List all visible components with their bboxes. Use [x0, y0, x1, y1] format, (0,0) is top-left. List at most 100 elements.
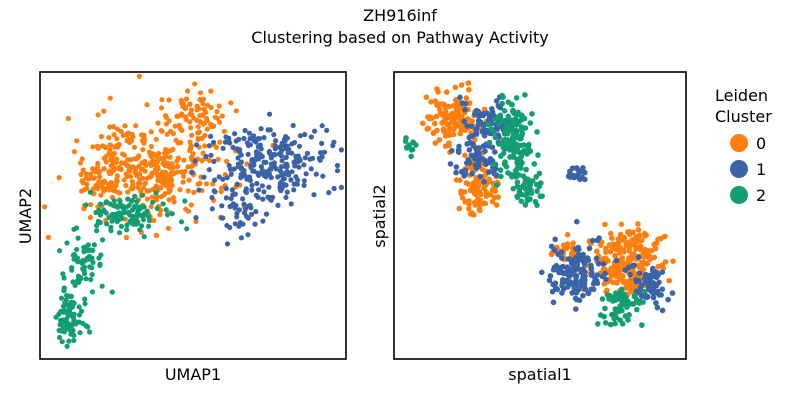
spatial-point-cluster-0: [603, 245, 609, 252]
umap-point-cluster-0: [184, 96, 190, 102]
umap-point-cluster-2: [140, 217, 146, 223]
spatial-point-cluster-2: [527, 120, 534, 126]
umap-point-cluster-0: [148, 129, 154, 135]
spatial-point-cluster-1: [453, 164, 460, 170]
spatial-point-cluster-1: [489, 144, 496, 151]
umap-point-cluster-2: [145, 223, 152, 229]
umap-point-cluster-2: [70, 313, 77, 320]
umap-point-cluster-1: [258, 164, 264, 170]
umap-point-cluster-2: [125, 196, 131, 202]
umap-point-cluster-1: [266, 184, 272, 190]
spatial-point-cluster-1: [559, 290, 565, 296]
umap-point-cluster-2: [76, 304, 82, 310]
spatial-point-cluster-1: [574, 296, 580, 303]
umap-point-cluster-0: [162, 163, 168, 169]
umap-point-cluster-1: [297, 133, 303, 139]
umap-point-cluster-2: [98, 252, 104, 258]
spatial-point-cluster-2: [601, 313, 607, 320]
spatial-point-cluster-0: [670, 258, 676, 265]
umap-point-cluster-0: [197, 113, 203, 119]
umap-point-cluster-2: [111, 198, 117, 204]
spatial-point-cluster-1: [550, 299, 557, 306]
spatial-point-cluster-0: [446, 113, 453, 119]
spatial-point-cluster-1: [466, 134, 473, 141]
spatial-point-cluster-1: [493, 172, 500, 178]
spatial-point-cluster-2: [497, 167, 504, 173]
umap-point-cluster-1: [232, 221, 238, 227]
umap-point-cluster-2: [91, 242, 97, 248]
spatial-point-cluster-1: [590, 280, 597, 287]
spatial-point-cluster-0: [466, 86, 472, 93]
spatial-point-cluster-1: [567, 168, 573, 175]
spatial-point-cluster-2: [641, 288, 648, 295]
umap-point-cluster-0: [195, 136, 201, 142]
spatial-point-cluster-2: [518, 135, 524, 142]
spatial-point-cluster-2: [617, 317, 624, 324]
spatial-point-cluster-0: [564, 231, 571, 238]
umap-point-cluster-0: [184, 88, 191, 94]
spatial-point-cluster-2: [518, 198, 525, 204]
umap-point-cluster-1: [223, 195, 229, 201]
spatial-point-cluster-0: [433, 113, 440, 120]
umap-point-cluster-0: [166, 97, 172, 103]
umap-point-cluster-2: [72, 319, 78, 325]
umap-point-cluster-0: [188, 164, 194, 170]
umap-point-cluster-0: [106, 135, 112, 141]
spatial-point-cluster-0: [437, 106, 443, 113]
umap-point-cluster-1: [301, 178, 307, 184]
spatial-point-cluster-1: [481, 179, 488, 185]
spatial-point-cluster-1: [453, 169, 459, 176]
umap-point-cluster-1: [301, 182, 307, 188]
spatial-point-cluster-2: [501, 131, 508, 137]
spatial-point-cluster-2: [595, 321, 601, 327]
umap-point-cluster-0: [188, 107, 194, 113]
umap-point-cluster-2: [129, 207, 136, 213]
umap-point-cluster-0: [187, 101, 193, 107]
umap-point-cluster-1: [249, 158, 255, 164]
umap-point-cluster-0: [195, 181, 201, 187]
umap-point-cluster-2: [139, 223, 145, 229]
umap-point-cluster-2: [69, 265, 75, 271]
spatial-point-cluster-1: [659, 269, 666, 276]
umap-point-cluster-2: [83, 202, 89, 208]
umap-point-cluster-2: [141, 234, 147, 240]
spatial-point-cluster-0: [486, 176, 493, 183]
umap-point-cluster-1: [301, 162, 307, 168]
umap-point-cluster-1: [324, 127, 330, 133]
spatial-point-cluster-0: [651, 254, 658, 261]
umap-point-cluster-0: [178, 169, 184, 175]
umap-point-cluster-0: [157, 212, 163, 218]
umap-point-cluster-1: [241, 210, 248, 216]
spatial-point-cluster-1: [546, 277, 553, 284]
spatial-point-cluster-1: [565, 173, 572, 180]
umap-point-cluster-1: [220, 145, 226, 151]
umap-point-cluster-1: [338, 184, 344, 190]
umap-point-cluster-1: [289, 169, 295, 175]
spatial-point-cluster-2: [613, 314, 620, 321]
umap-point-cluster-1: [278, 164, 284, 170]
umap-point-cluster-0: [186, 177, 192, 183]
spatial-point-cluster-1: [548, 243, 555, 250]
umap-point-cluster-0: [174, 158, 180, 164]
umap-point-cluster-0: [155, 164, 161, 170]
umap-point-cluster-1: [230, 201, 236, 207]
spatial-point-cluster-2: [486, 139, 493, 146]
spatial-point-cluster-0: [436, 137, 443, 143]
spatial-point-cluster-2: [612, 320, 618, 327]
umap-point-cluster-2: [85, 324, 91, 330]
umap-point-cluster-1: [203, 153, 209, 160]
umap-point-cluster-0: [189, 132, 195, 138]
umap-point-cluster-2: [104, 221, 110, 227]
umap-point-cluster-2: [129, 220, 136, 227]
spatial-point-cluster-1: [553, 262, 560, 269]
spatial-point-cluster-2: [624, 302, 630, 309]
spatial-point-cluster-1: [637, 285, 644, 291]
umap-point-cluster-0: [181, 173, 187, 179]
umap-point-cluster-0: [188, 202, 194, 208]
spatial-point-cluster-1: [574, 166, 581, 173]
umap-point-cluster-0: [107, 187, 113, 193]
umap-point-cluster-1: [230, 144, 236, 150]
umap-point-cluster-1: [283, 134, 289, 140]
umap-point-cluster-1: [295, 153, 301, 159]
umap-point-cluster-1: [228, 195, 234, 202]
